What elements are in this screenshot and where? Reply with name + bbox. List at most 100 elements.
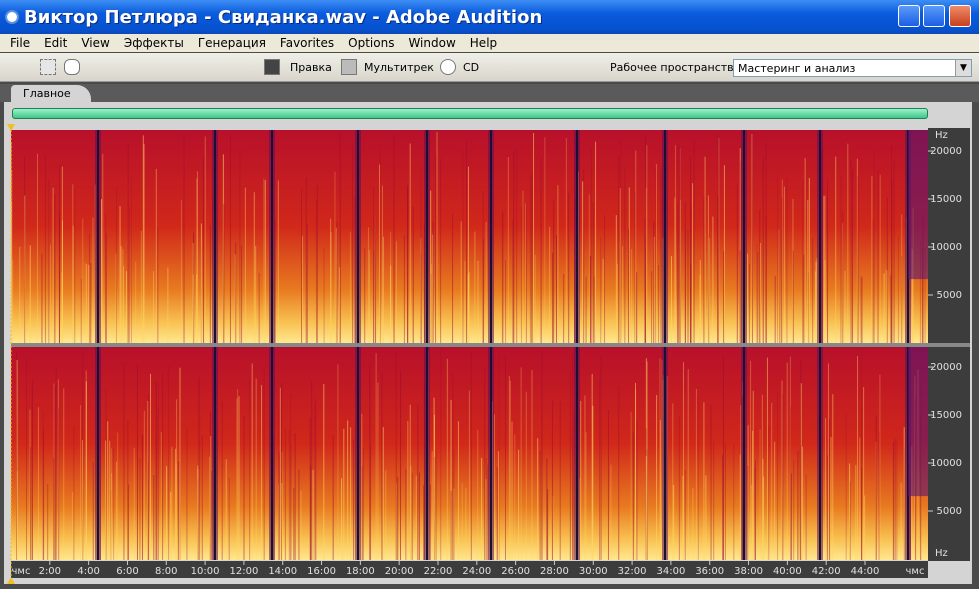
silence-line xyxy=(97,130,99,343)
spectral-streak xyxy=(707,195,709,343)
menu-item[interactable]: Options xyxy=(348,36,395,50)
spectral-streak xyxy=(600,237,602,343)
spectral-streak xyxy=(644,218,646,343)
spectral-streak xyxy=(600,356,602,560)
spectral-streak xyxy=(323,248,325,343)
spectral-streak xyxy=(493,414,495,560)
dropdown-arrow[interactable]: ▼ xyxy=(955,60,971,76)
spectral-streak xyxy=(42,411,44,560)
spectral-streak xyxy=(740,405,742,560)
spectral-streak xyxy=(618,385,620,560)
spectral-streak xyxy=(673,484,675,560)
cd-icon[interactable] xyxy=(440,59,456,75)
edit-mode-icon[interactable] xyxy=(264,59,280,75)
spectral-streak xyxy=(477,260,479,343)
spectral-streak xyxy=(710,404,712,560)
spectral-streak xyxy=(415,475,417,560)
spectral-streak xyxy=(885,268,887,343)
frequency-label: 5000 xyxy=(937,290,962,301)
spectral-streak xyxy=(653,221,655,343)
menu-item[interactable]: Favorites xyxy=(279,36,335,50)
spectral-streak xyxy=(305,177,307,343)
spectral-streak xyxy=(105,233,107,343)
spectral-streak xyxy=(211,470,213,560)
spectral-streak xyxy=(717,195,719,343)
menu-item[interactable]: Help xyxy=(469,36,498,50)
spectral-streak xyxy=(857,356,859,560)
time-label: 6:00 xyxy=(116,566,138,577)
spectral-streak xyxy=(740,160,742,343)
spectral-streak xyxy=(893,159,895,343)
spectral-streak xyxy=(11,201,13,343)
spectral-streak xyxy=(682,475,684,560)
spectral-streak xyxy=(465,487,467,560)
spectral-streak xyxy=(59,164,61,343)
menu-item[interactable]: File xyxy=(10,36,31,50)
spectral-streak xyxy=(235,242,237,343)
spectral-streak xyxy=(243,415,245,560)
spectral-streak xyxy=(708,238,710,343)
spectral-streak xyxy=(343,428,345,560)
spectral-streak xyxy=(186,429,188,560)
spectral-streak xyxy=(790,406,792,560)
workspace-select[interactable]: Мастеринг и анализ ▼ xyxy=(733,59,972,77)
spectral-streak xyxy=(708,233,710,343)
spectral-streak xyxy=(430,273,432,343)
spectral-streak xyxy=(177,461,179,560)
spectral-streak xyxy=(16,360,18,560)
spectral-streak xyxy=(484,366,486,560)
spectral-streak xyxy=(100,199,102,343)
spectral-streak xyxy=(221,401,223,560)
spectral-streak xyxy=(507,157,509,343)
tool-marquee[interactable] xyxy=(40,59,56,75)
spectral-streak xyxy=(539,451,541,560)
multitrack-icon[interactable] xyxy=(341,59,357,75)
spectral-streak xyxy=(122,248,124,343)
silence-line xyxy=(97,347,99,560)
overview-bar[interactable] xyxy=(12,108,928,119)
spectral-streak xyxy=(474,231,476,343)
time-label: 26:00 xyxy=(501,566,530,577)
tool-lasso[interactable] xyxy=(64,59,80,75)
spectral-streak xyxy=(879,374,881,560)
silence-line xyxy=(426,347,428,560)
spectral-streak xyxy=(373,187,375,343)
spectral-streak xyxy=(922,216,924,343)
spectral-streak xyxy=(127,142,129,343)
spectral-streak xyxy=(774,441,776,560)
frequency-unit: Hz xyxy=(935,130,948,141)
spectral-streak xyxy=(799,445,801,560)
spectral-streak xyxy=(689,157,691,343)
spectral-streak xyxy=(430,190,432,343)
spectral-streak xyxy=(264,180,266,343)
spectral-streak xyxy=(632,432,634,560)
spectral-streak xyxy=(593,276,595,343)
spectral-streak xyxy=(504,355,506,560)
spectral-streak xyxy=(872,219,874,343)
spectral-streak xyxy=(352,143,354,343)
mode-edit[interactable]: Правка xyxy=(290,61,332,74)
mode-multitrack[interactable]: Мультитрек xyxy=(364,61,434,74)
menu-item[interactable]: Эффекты xyxy=(123,36,184,50)
close-button[interactable] xyxy=(949,5,971,27)
spectral-streak xyxy=(126,271,128,343)
tab[interactable]: Главное xyxy=(11,85,91,102)
spectral-streak xyxy=(624,168,626,343)
mode-cd[interactable]: CD xyxy=(463,61,480,74)
menu-item[interactable]: View xyxy=(81,36,110,50)
menu-item[interactable]: Window xyxy=(408,36,456,50)
spectral-streak xyxy=(309,417,311,560)
spectral-streak xyxy=(861,277,863,343)
spectral-streak xyxy=(774,276,776,343)
spectral-streak xyxy=(375,353,377,560)
spectral-streak xyxy=(362,447,364,560)
menu-item[interactable]: Генерация xyxy=(197,36,266,50)
menu-item[interactable]: Edit xyxy=(44,36,68,50)
spectral-streak xyxy=(815,261,817,343)
spectral-streak xyxy=(739,250,741,343)
spectral-streak xyxy=(337,364,339,560)
maximize-button[interactable] xyxy=(923,5,945,27)
minimize-button[interactable] xyxy=(898,5,920,27)
frequency-label: 5000 xyxy=(937,506,962,517)
